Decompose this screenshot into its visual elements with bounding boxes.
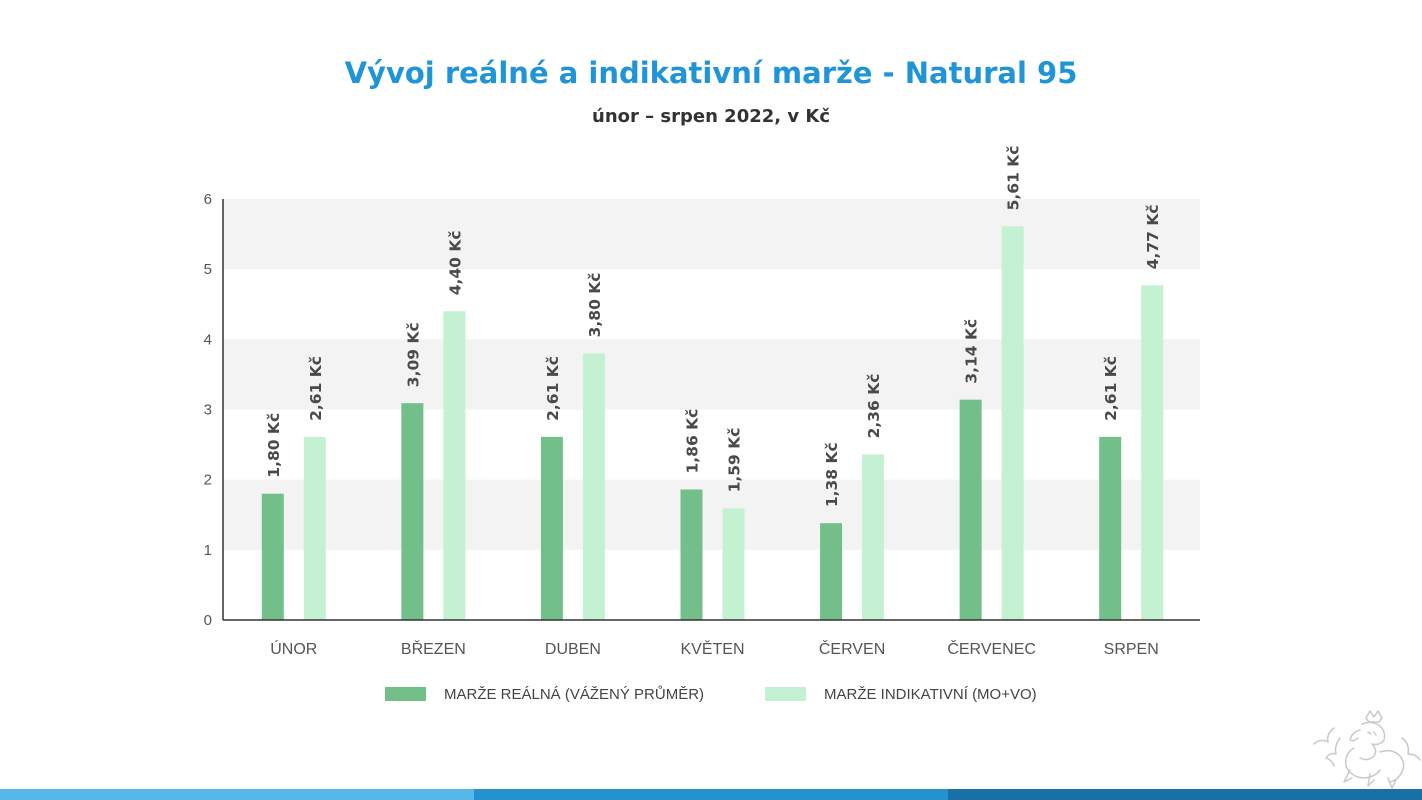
data-label: 5,61 Kč <box>1005 146 1023 211</box>
bar-indicative <box>303 436 326 620</box>
grid-band <box>223 199 1200 270</box>
data-label: 2,61 Kč <box>1102 356 1120 421</box>
x-category-label: ČERVENEC <box>947 639 1036 658</box>
data-label: 4,77 Kč <box>1144 204 1162 269</box>
y-tick-label: 4 <box>204 331 212 348</box>
data-label: 1,38 Kč <box>823 442 841 507</box>
data-label: 1,59 Kč <box>726 428 744 493</box>
x-category-label: BŘEZEN <box>401 639 466 658</box>
y-tick-label: 1 <box>204 542 212 559</box>
grid-bands <box>223 199 1200 550</box>
axes-layer: 0 1 2 3 4 5 6 ÚNOR BŘEZEN DUBEN KVĚTEN ČERVEN ČERVEN… <box>204 191 1200 658</box>
data-label: 1,86 Kč <box>684 409 702 474</box>
data-label: 4,40 Kč <box>446 230 464 295</box>
bar-real <box>401 403 424 620</box>
data-label: 1,80 Kč <box>265 413 283 478</box>
data-label: 2,61 Kč <box>307 356 325 421</box>
bar-real <box>1099 436 1122 620</box>
data-label: 2,61 Kč <box>544 356 562 421</box>
bar-indicative <box>1001 226 1024 621</box>
x-category-label: ÚNOR <box>270 639 317 658</box>
footer-segment <box>474 789 948 800</box>
chart-title: Vývoj reálné a indikativní marže - Natur… <box>344 56 1078 90</box>
lion-crest-icon <box>1313 710 1421 789</box>
x-category-label: KVĚTEN <box>680 639 744 658</box>
y-tick-label: 3 <box>204 402 212 419</box>
legend-swatch-indicative <box>765 687 806 701</box>
data-label: 3,09 Kč <box>404 322 422 387</box>
chart-subtitle: únor – srpen 2022, v Kč <box>592 106 830 127</box>
grid-band <box>223 479 1200 550</box>
y-tick-label: 0 <box>204 612 212 629</box>
data-labels-layer: 1,80 Kč 2,61 Kč 3,09 Kč 4,40 Kč 2,61 Kč 3,80 … <box>265 146 1162 508</box>
legend-swatch-real <box>385 687 426 701</box>
bar-real <box>959 399 982 620</box>
bar-real <box>820 523 843 620</box>
bar-real <box>540 436 563 620</box>
bar-indicative <box>1141 285 1164 620</box>
data-label: 2,36 Kč <box>865 374 883 439</box>
legend-label-indicative: MARŽE INDIKATIVNÍ (MO+VO) <box>824 685 1037 703</box>
bar-indicative <box>722 508 745 620</box>
bar-indicative <box>443 311 466 620</box>
data-label: 3,14 Kč <box>963 319 981 384</box>
legend-label-real: MARŽE REÁLNÁ (VÁŽENÝ PRŮMĚR) <box>444 685 705 703</box>
bar-chart: 1,80 Kč 2,61 Kč 3,09 Kč 4,40 Kč 2,61 Kč 3,80 … <box>204 146 1200 658</box>
x-category-label: SRPEN <box>1104 641 1159 658</box>
bars-layer <box>261 226 1164 621</box>
legend-item-real: MARŽE REÁLNÁ (VÁŽENÝ PRŮMĚR) <box>385 685 704 703</box>
data-label: 3,80 Kč <box>586 273 604 338</box>
legend-item-indicative: MARŽE INDIKATIVNÍ (MO+VO) <box>765 685 1037 703</box>
bar-indicative <box>862 454 885 620</box>
bar-real <box>680 489 703 620</box>
footer-segment <box>0 789 474 800</box>
y-tick-label: 5 <box>204 261 212 278</box>
bar-real <box>261 493 284 620</box>
x-category-label: DUBEN <box>545 641 601 658</box>
footer-segment <box>948 789 1422 800</box>
footer-color-bar <box>0 789 1422 800</box>
y-tick-label: 6 <box>204 191 212 208</box>
x-category-label: ČERVEN <box>819 639 885 658</box>
bar-indicative <box>582 353 605 620</box>
y-tick-label: 2 <box>204 472 212 489</box>
grid-band <box>223 339 1200 410</box>
